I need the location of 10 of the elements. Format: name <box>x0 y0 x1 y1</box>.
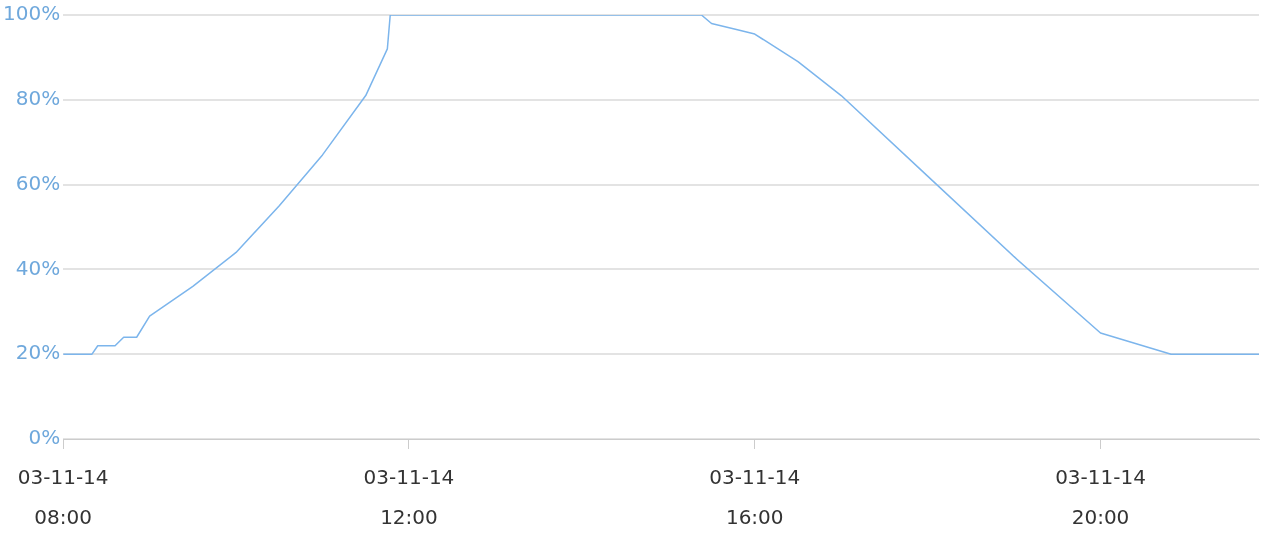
x-tick-label: 03-11-14 16:00 <box>709 465 801 530</box>
y-tick-label: 0% <box>28 425 61 450</box>
y-tick-label: 100% <box>2 1 61 26</box>
y-tick-label: 80% <box>15 86 61 110</box>
y-tick-label: 20% <box>15 340 61 365</box>
x-tick-label: 03-11-14 12:00 <box>363 465 455 530</box>
x-tick-label: 03-11-14 20:00 <box>1055 465 1146 530</box>
y-tick-label: 60% <box>15 170 61 195</box>
y-tick-label: 40% <box>15 255 61 280</box>
x-tick-label: 03-11-14 08:00 <box>17 465 109 530</box>
